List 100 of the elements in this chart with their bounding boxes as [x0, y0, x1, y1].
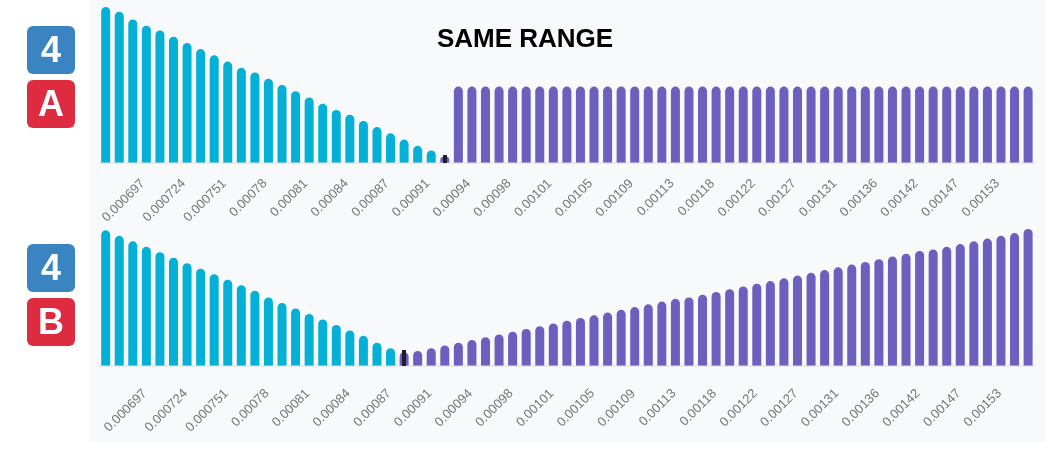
text: 4 [40, 29, 62, 70]
bar [318, 319, 328, 366]
bar [508, 331, 518, 366]
bar [765, 281, 775, 366]
bar [318, 103, 328, 163]
bar [1023, 86, 1033, 163]
bar [467, 339, 477, 366]
bar [847, 86, 857, 163]
bar [155, 30, 165, 163]
bar [304, 97, 314, 163]
bar [196, 268, 206, 366]
bar [928, 249, 938, 366]
bar [263, 297, 273, 366]
bar [860, 86, 870, 163]
bar [589, 315, 599, 366]
bar [250, 72, 260, 163]
text: B [38, 301, 64, 342]
bar [630, 86, 640, 163]
bar [494, 334, 504, 366]
bar [765, 86, 775, 163]
bar [182, 263, 192, 366]
bar [982, 86, 992, 163]
bar [793, 86, 802, 163]
bar [752, 86, 762, 163]
bar [955, 86, 965, 163]
bar [358, 120, 368, 163]
bar [887, 86, 897, 163]
bar [1010, 86, 1020, 163]
bar [223, 61, 233, 163]
bar [128, 19, 138, 163]
bar [562, 320, 572, 366]
bar [155, 252, 165, 366]
bar [942, 86, 952, 163]
bar [833, 267, 843, 366]
bar [169, 257, 178, 366]
bar [670, 86, 680, 163]
bar [942, 246, 952, 366]
bar [806, 272, 816, 366]
bar [508, 86, 518, 163]
bar [223, 279, 233, 366]
bar [820, 270, 830, 366]
bar [481, 337, 490, 366]
text: A [38, 83, 64, 124]
bar [969, 86, 979, 163]
bar [494, 86, 504, 163]
bar [141, 25, 151, 163]
bar [101, 230, 111, 366]
bar [820, 86, 830, 163]
bar [657, 86, 667, 163]
bar [304, 313, 314, 366]
bar [481, 86, 490, 163]
bar [521, 86, 531, 163]
bar [711, 292, 721, 366]
bar [372, 127, 382, 163]
bar [779, 278, 789, 366]
text: SAME RANGE [436, 23, 614, 53]
bar [250, 290, 260, 366]
bar [453, 86, 463, 163]
bar [725, 289, 735, 366]
bar [291, 91, 301, 163]
bar [738, 86, 748, 163]
bar [562, 86, 572, 163]
bar [643, 86, 653, 163]
bar [386, 133, 396, 163]
bar [982, 238, 992, 366]
bar [603, 86, 613, 163]
bar [535, 326, 545, 366]
bar [548, 323, 558, 366]
bar [128, 241, 138, 366]
bar [291, 308, 301, 366]
bar [169, 36, 178, 163]
bar [874, 259, 884, 366]
bar [684, 297, 694, 366]
bar [535, 86, 545, 163]
bar [575, 318, 585, 366]
bar [901, 86, 911, 163]
bar [670, 298, 680, 366]
bar [915, 250, 925, 366]
bar [453, 342, 463, 366]
bar [901, 253, 911, 366]
bar [399, 139, 409, 163]
bar [969, 241, 979, 366]
bar [725, 86, 735, 163]
bar [684, 86, 694, 163]
bar [793, 275, 802, 366]
bar [114, 235, 124, 366]
bar [630, 307, 640, 366]
bar [779, 86, 789, 163]
bar [996, 86, 1006, 163]
bar [331, 109, 341, 163]
bar [277, 85, 287, 163]
bar [874, 86, 884, 163]
text: 4 [40, 247, 62, 288]
bar [657, 301, 667, 366]
bar [833, 86, 843, 163]
bar [263, 78, 273, 163]
bar [1010, 233, 1020, 366]
bar [548, 86, 558, 163]
bar [575, 86, 585, 163]
bar [915, 86, 925, 163]
